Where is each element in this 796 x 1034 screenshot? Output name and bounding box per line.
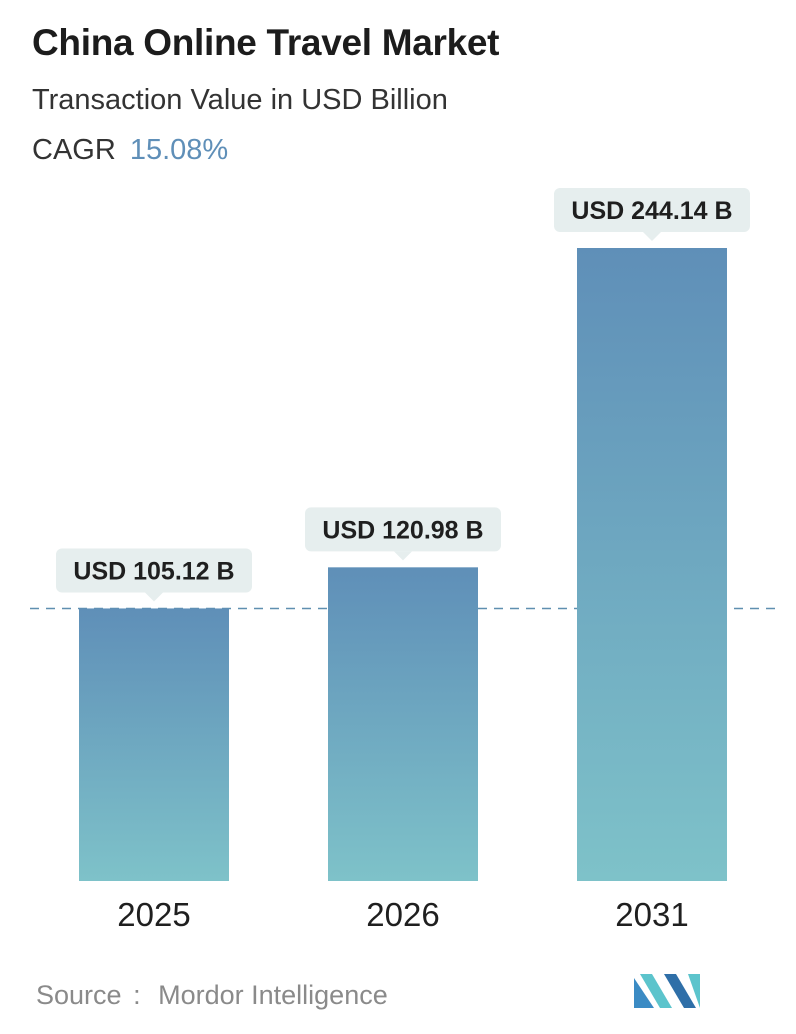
data-label-bg-2025 [56, 548, 252, 593]
source-line: Source : Mordor Intelligence [36, 980, 388, 1011]
mordor-intelligence-logo [634, 974, 700, 1008]
bar-chart: USD 105.12 B 2025 USD 120.98 B 2026 USD 244.… [30, 188, 782, 933]
data-label-pointer-2026 [394, 551, 412, 561]
data-label-bg-2026 [305, 507, 501, 552]
data-label-pointer-2025 [145, 592, 163, 602]
cagr-label: CAGR [32, 134, 116, 166]
cagr-line: CAGR 15.08% [32, 134, 228, 167]
data-label-2025: USD 105.12 B [73, 557, 234, 585]
chart-title: China Online Travel Market [32, 22, 500, 63]
data-label-bg-2031 [554, 188, 750, 232]
category-label-2025: 2025 [117, 896, 190, 933]
data-label-2026: USD 120.98 B [322, 516, 483, 544]
category-label-2026: 2026 [366, 896, 439, 933]
category-label-2031: 2031 [615, 896, 688, 933]
bar-2031 [577, 248, 727, 881]
source-separator: : [133, 980, 141, 1010]
source-name: Mordor Intelligence [158, 980, 388, 1010]
data-label-pointer-2031 [643, 232, 661, 241]
source-label: Source [36, 980, 122, 1010]
cagr-value: 15.08% [129, 134, 229, 166]
bar-2025 [79, 608, 229, 881]
data-label-2031: USD 244.14 B [571, 197, 732, 225]
bar-2026 [328, 567, 478, 881]
chart-subtitle: Transaction Value in USD Billion [32, 84, 448, 116]
